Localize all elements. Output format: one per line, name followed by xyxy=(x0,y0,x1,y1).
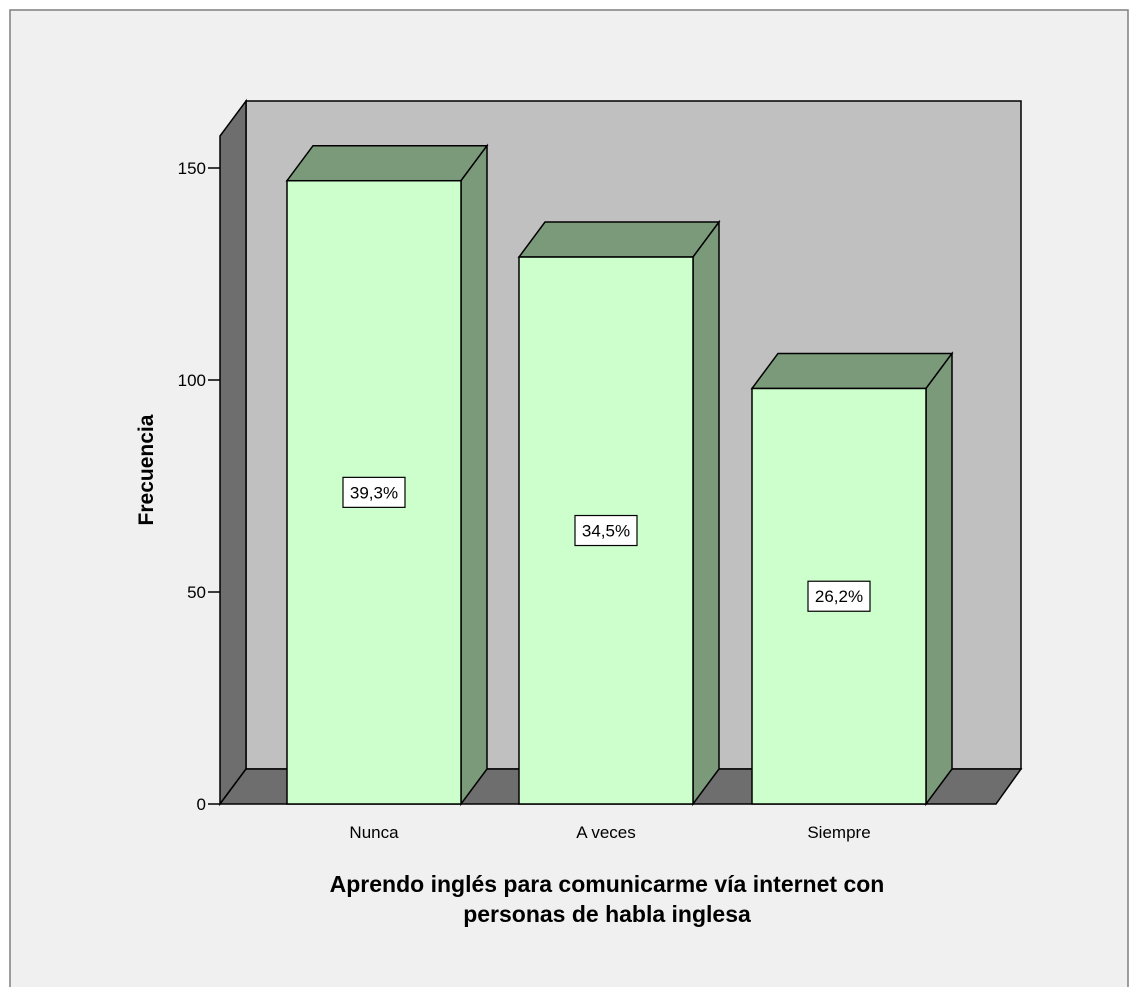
data-label-box xyxy=(807,580,871,612)
data-label-box xyxy=(574,514,638,547)
bar-side-face xyxy=(460,143,488,807)
x-tick-label: A veces xyxy=(576,823,636,842)
y-tick-label: 150 xyxy=(178,159,206,178)
bar-top-face xyxy=(517,221,721,258)
side-wall xyxy=(219,98,247,807)
x-tick-label: Siempre xyxy=(807,823,870,842)
data-label: 26,2% xyxy=(815,587,863,606)
y-axis-label: Frecuencia xyxy=(135,414,158,525)
data-label: 39,3% xyxy=(350,483,398,502)
x-axis-label-line-1: Aprendo inglés para comunicarme vía inte… xyxy=(330,871,885,897)
bar-top-face xyxy=(750,352,954,390)
data-label-box xyxy=(342,476,406,508)
chart-text-layer: Frecuencia Aprendo inglés para comunicar… xyxy=(135,414,884,927)
data-label: 34,5% xyxy=(582,522,630,541)
bars-layer: Nunca 39,3% A veces 34,5% Siempre 26,2% xyxy=(285,143,954,842)
y-tick-label: 100 xyxy=(178,371,206,390)
y-axis: 0 50 100 150 xyxy=(178,159,220,814)
x-axis-label-line-2: personas de habla inglesa xyxy=(463,901,751,927)
bar-side-face xyxy=(925,351,953,807)
y-tick-label: 0 xyxy=(197,795,206,814)
bar-top-face xyxy=(285,144,489,182)
x-tick-label: Nunca xyxy=(349,823,399,842)
bar-side-face xyxy=(692,219,720,807)
y-tick-label: 50 xyxy=(187,583,206,602)
